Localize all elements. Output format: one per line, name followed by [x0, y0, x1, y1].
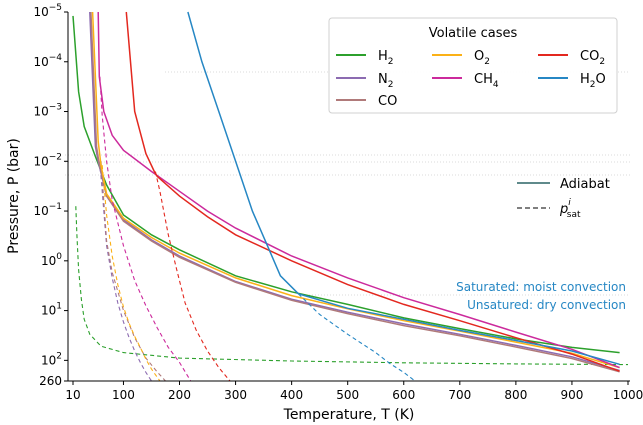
legend-label-o2: O2 — [474, 49, 490, 67]
y-axis-label: Pressure, P (bar) — [6, 138, 22, 254]
psat-curve-co2 — [154, 171, 231, 382]
legend-entries: H2 O2 CO2 N2 CH4 H2O CO — [336, 49, 606, 109]
psat-curve-o2 — [101, 165, 161, 382]
legend-frame — [328, 17, 618, 114]
legend-label-h2: H2 — [378, 49, 394, 67]
y-tick-label: 10−4 — [33, 53, 62, 69]
legend-label-h2o: H2O — [580, 72, 606, 90]
x-tick-label: 800 — [504, 388, 527, 402]
y-tick-label: 102 — [41, 351, 62, 367]
psat-curve-ch4 — [99, 76, 192, 382]
x-tick-label: 700 — [448, 388, 471, 402]
x-tick-label: 600 — [392, 388, 415, 402]
psat-curve-h2 — [75, 206, 629, 366]
x-tick-label: 10 — [65, 388, 80, 402]
adiabat-curve-h2 — [72, 15, 620, 354]
series-layer — [72, 11, 629, 382]
psat-curve-h2o — [298, 293, 416, 382]
x-tick-label: 200 — [168, 388, 191, 402]
axes — [67, 12, 630, 382]
psat-curve-n2 — [98, 161, 152, 382]
legend-title: Volatile cases — [429, 26, 518, 41]
legend-label-co: CO — [378, 94, 397, 109]
moist-convection-note: Saturated: moist convection — [456, 280, 626, 294]
x-tick-label: 1000 — [613, 388, 643, 402]
adiabat-curve-ch4 — [97, 11, 620, 369]
y-tick-label: 10−2 — [33, 152, 62, 168]
dry-convection-note: Unsatured: dry convection — [467, 298, 626, 312]
adiabat-curve-co2 — [125, 11, 620, 372]
y-tick-label: 260 — [39, 374, 62, 388]
x-tick-label: 500 — [336, 388, 359, 402]
adiabat-curve-co — [90, 11, 620, 373]
adiabat-curve-h2o — [187, 11, 620, 366]
x-axis-label: Temperature, T (K) — [283, 407, 415, 423]
legend-label-co2: CO2 — [580, 49, 605, 67]
y-tick-label: 10−5 — [33, 3, 62, 19]
adiabat-curve-o2 — [91, 11, 620, 369]
y-tick-label: 101 — [41, 302, 62, 318]
y-ticks: 10−5 10−4 10−3 10−2 10−1 100 101 102 260 — [33, 3, 68, 388]
x-tick-label: 900 — [560, 388, 583, 402]
style-legend: Adiabat pi sat — [517, 177, 610, 220]
adiabat-label: Adiabat — [560, 177, 610, 192]
y-tick-label: 10−1 — [33, 202, 62, 218]
x-tick-label: 300 — [224, 388, 247, 402]
y-tick-label: 100 — [41, 252, 62, 268]
y-tick-label: 10−3 — [33, 103, 62, 119]
x-tick-label: 400 — [280, 388, 303, 402]
volatile-legend: Volatile cases H2 O2 CO2 N2 CH4 H2O CO — [328, 17, 618, 114]
legend-label-n2: N2 — [378, 72, 393, 90]
x-ticks: 10 100 200 300 400 500 600 700 800 900 1000 — [65, 381, 643, 402]
psat-curve-co — [100, 161, 166, 382]
legend-label-ch4: CH4 — [474, 72, 499, 90]
x-tick-label: 100 — [112, 388, 135, 402]
psat-label: pi sat — [559, 198, 581, 220]
